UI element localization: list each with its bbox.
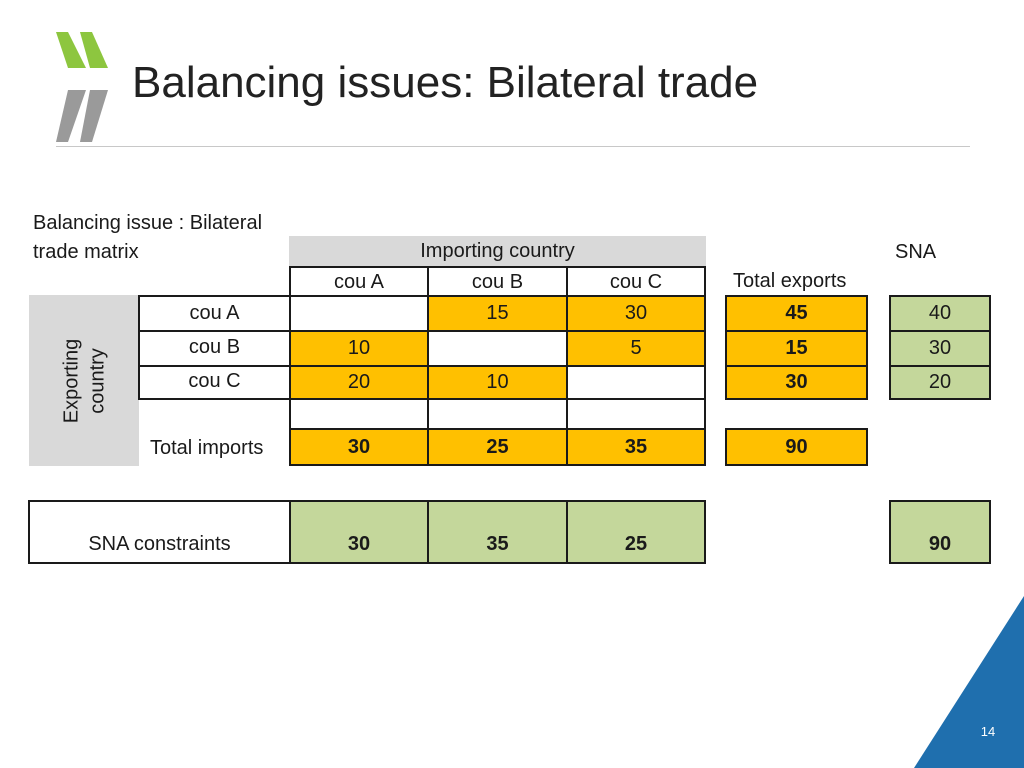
- sna-cou-b: 30: [889, 330, 991, 367]
- sna-cou-a: 40: [889, 295, 991, 332]
- caption-line-2: trade matrix: [33, 241, 139, 263]
- total-exports-header: Total exports: [733, 270, 847, 292]
- corner-decoration: [914, 596, 1024, 768]
- column-header-cou-a: cou A: [289, 266, 429, 296]
- sna-cou-c: 20: [889, 365, 991, 400]
- column-header-cou-c: cou C: [566, 266, 706, 296]
- cell-c-b: 10: [427, 365, 568, 400]
- total-imports-cou-c: 35: [566, 428, 706, 466]
- page-title: Balancing issues: Bilateral trade: [132, 58, 759, 107]
- oecd-logo-icon: [56, 32, 108, 142]
- sna-constraint-cou-b: 35: [427, 500, 568, 564]
- cell-b-c: 5: [566, 330, 706, 367]
- total-imports-cou-b: 25: [427, 428, 568, 466]
- sna-constraint-cou-c: 25: [566, 500, 706, 564]
- sna-constraints-total: 90: [889, 500, 991, 564]
- row-label-cou-a: cou A: [138, 295, 291, 332]
- cell-c-a: 20: [289, 365, 429, 400]
- importing-country-header: Importing country: [289, 236, 706, 266]
- cell-a-c: 30: [566, 295, 706, 332]
- empty-cell: [289, 398, 429, 430]
- cell-b-b: [427, 330, 568, 367]
- caption-line-1: Balancing issue : Bilateral: [33, 212, 263, 234]
- exporting-label-line-1: Exporting: [60, 338, 82, 423]
- row-label-cou-c: cou C: [138, 365, 291, 400]
- cell-a-b: 15: [427, 295, 568, 332]
- column-header-cou-b: cou B: [427, 266, 568, 296]
- exporting-country-header: Exporting country: [29, 295, 139, 466]
- sna-constraint-cou-a: 30: [289, 500, 429, 564]
- sna-constraints-label-cell: SNA constraints: [28, 500, 291, 564]
- empty-cell: [566, 398, 706, 430]
- cell-b-a: 10: [289, 330, 429, 367]
- total-exports-cou-b: 15: [725, 330, 868, 367]
- row-label-cou-b: cou B: [138, 330, 291, 367]
- total-exports-cou-c: 30: [725, 365, 868, 400]
- page-number: 14: [980, 724, 996, 739]
- empty-cell: [427, 398, 568, 430]
- total-exports-cou-a: 45: [725, 295, 868, 332]
- sna-constraints-label: SNA constraints: [88, 533, 231, 555]
- cell-a-a: [289, 295, 429, 332]
- total-imports-cou-a: 30: [289, 428, 429, 466]
- exporting-label-line-2: country: [86, 347, 108, 414]
- sna-header: SNA: [895, 241, 937, 263]
- importing-country-label: Importing country: [420, 239, 575, 262]
- grand-total: 90: [725, 428, 868, 466]
- title-divider: [56, 146, 970, 147]
- cell-c-c: [566, 365, 706, 400]
- total-imports-label: Total imports: [150, 437, 264, 459]
